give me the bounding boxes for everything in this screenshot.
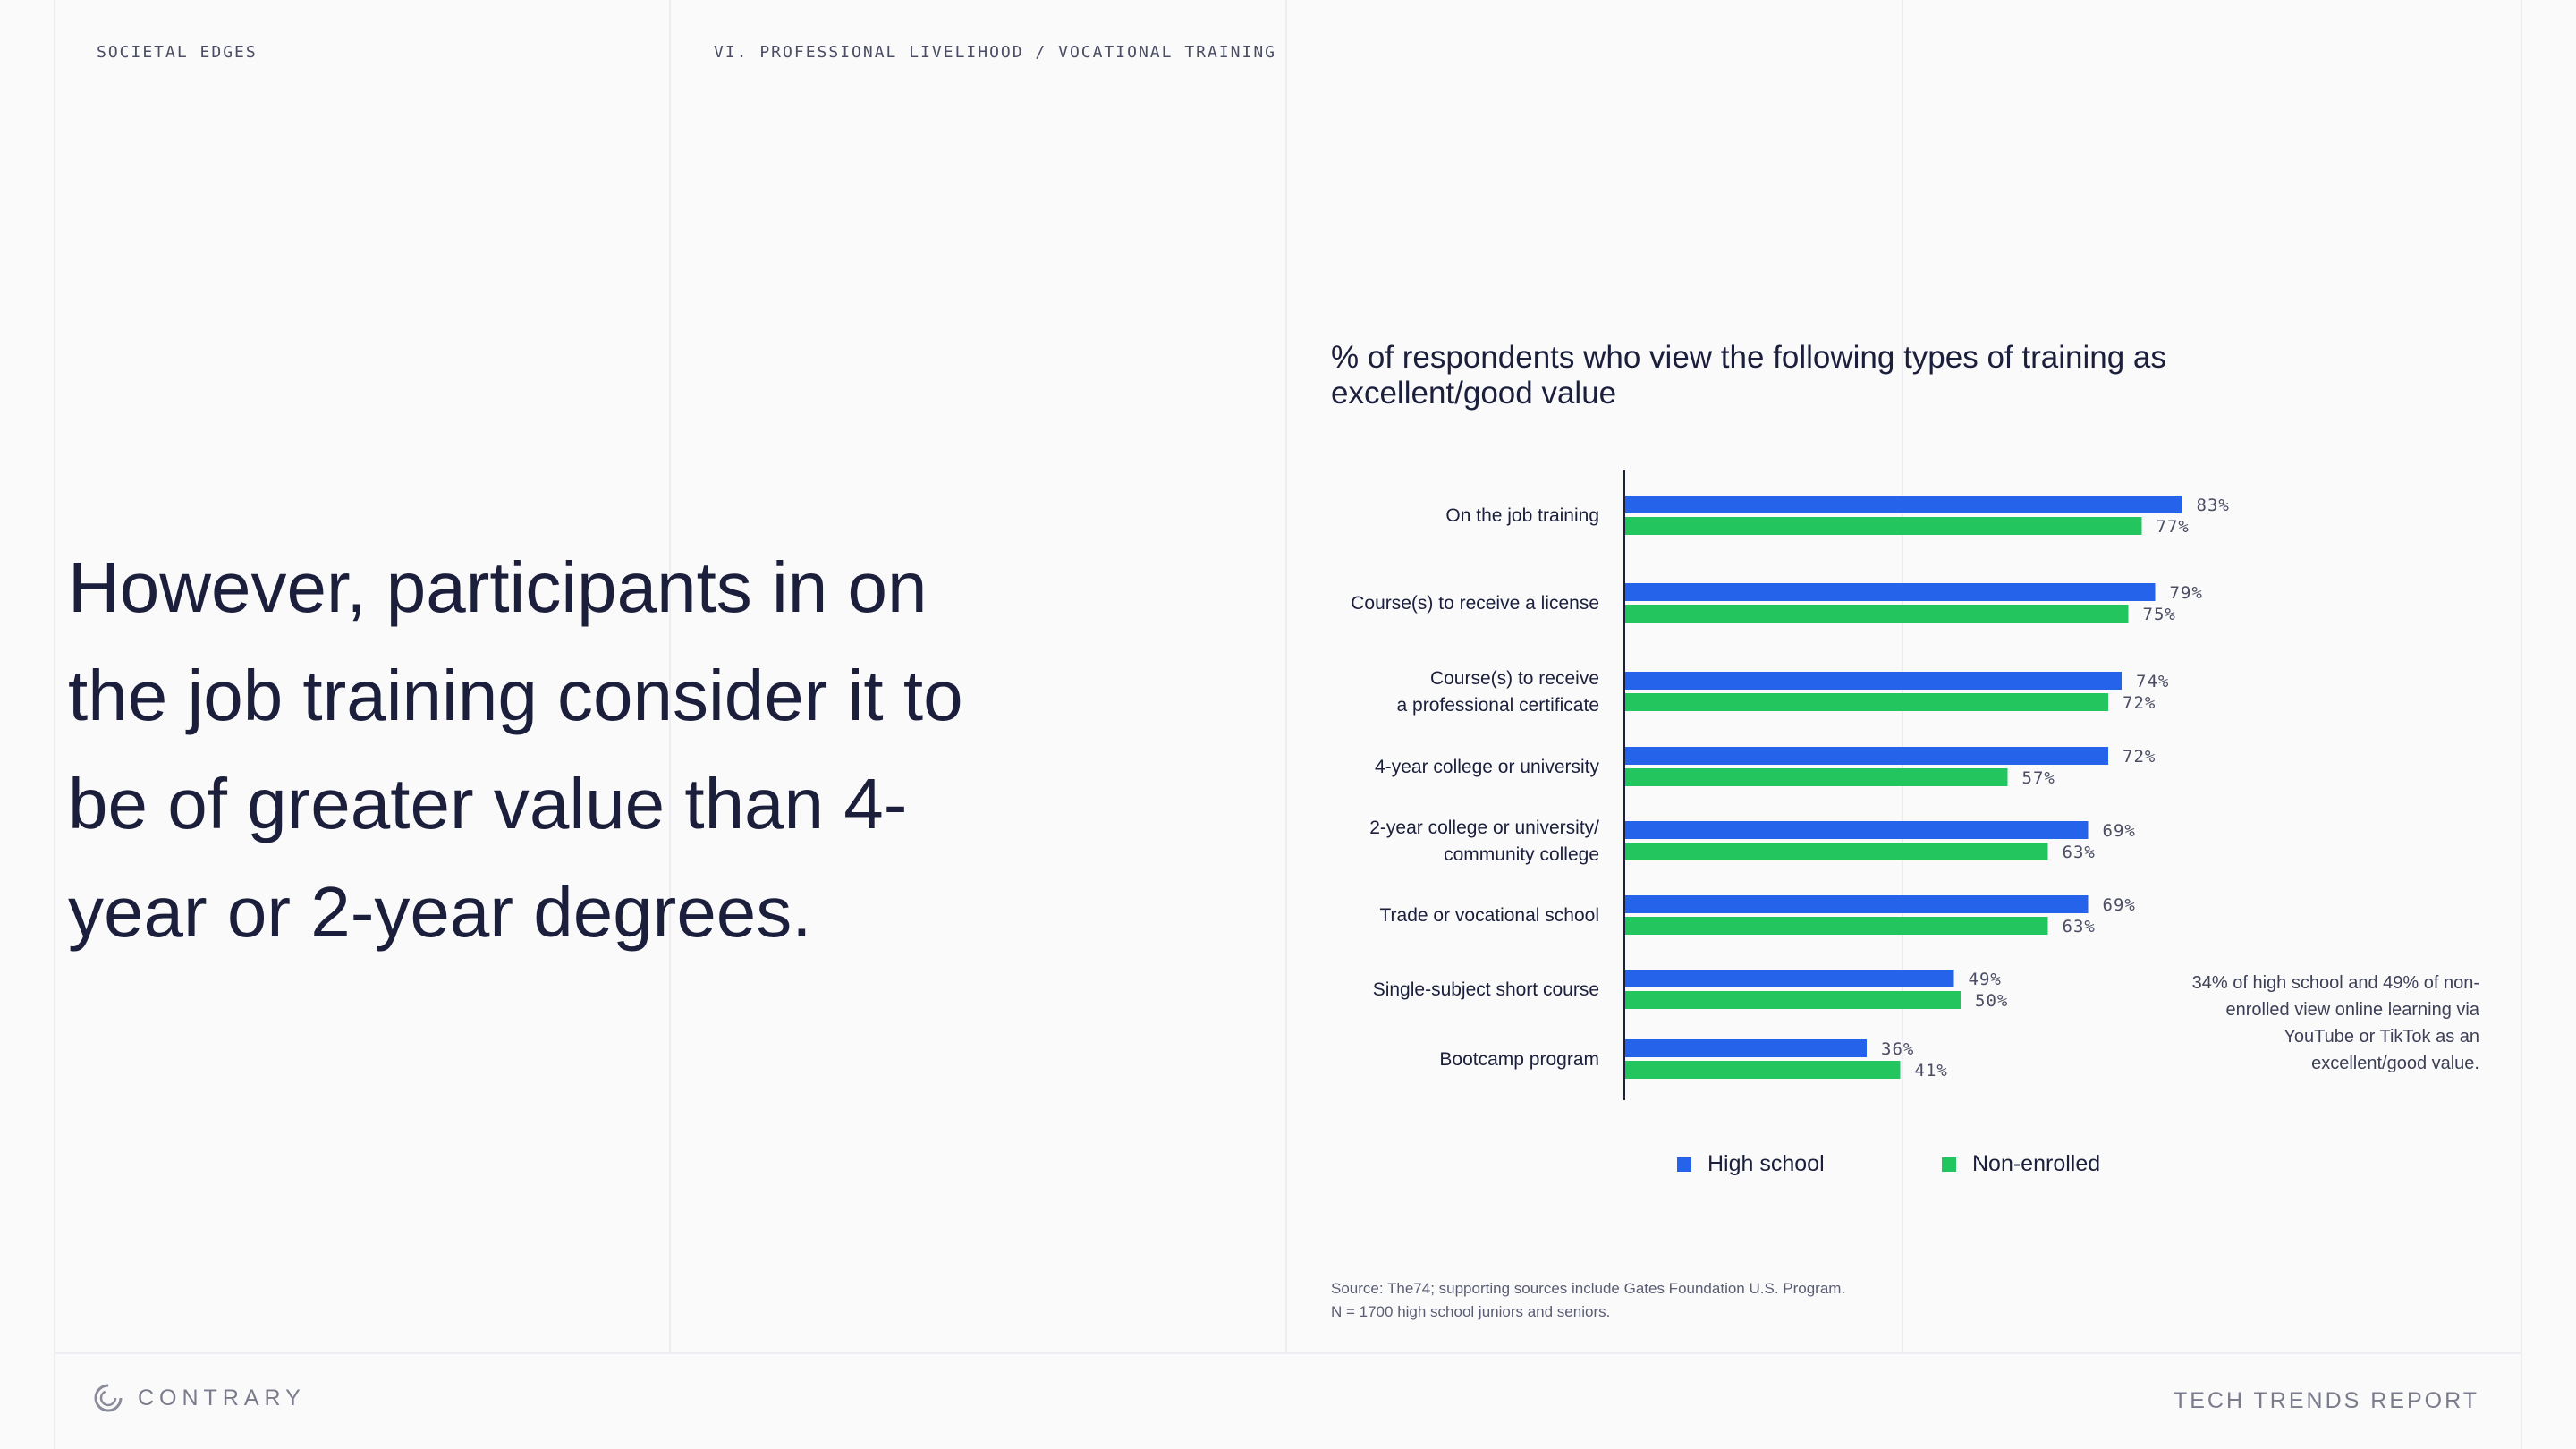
bar-non-enrolled bbox=[1625, 693, 2108, 711]
data-label: 72% bbox=[2123, 747, 2156, 767]
data-label: 77% bbox=[2157, 517, 2190, 537]
data-label: 75% bbox=[2143, 605, 2176, 624]
grid-line bbox=[669, 0, 671, 1352]
category-label: Single-subject short course bbox=[1373, 979, 1599, 1000]
bar-high-school bbox=[1625, 821, 2089, 839]
headline: However, participants in on the job trai… bbox=[68, 547, 963, 952]
data-label: 50% bbox=[1975, 991, 2008, 1011]
source-line: Source: The74; supporting sources includ… bbox=[1331, 1280, 1846, 1297]
bar-non-enrolled bbox=[1625, 917, 2048, 935]
bar-chart: On the job training 83% 77% Course(s) to re… bbox=[1351, 470, 2230, 1100]
data-label: 83% bbox=[2197, 496, 2230, 515]
category-label: On the job training bbox=[1445, 505, 1599, 526]
logo-text: CONTRARY bbox=[138, 1385, 306, 1411]
bar-non-enrolled bbox=[1625, 1061, 1901, 1079]
category-label: Bootcamp program bbox=[1439, 1049, 1599, 1070]
bar-non-enrolled bbox=[1625, 768, 2008, 786]
category-label: 4-year college or university bbox=[1375, 757, 1599, 777]
bar-high-school bbox=[1625, 496, 2182, 513]
data-label: 57% bbox=[2022, 768, 2055, 788]
bar-non-enrolled bbox=[1625, 517, 2142, 535]
bar-high-school bbox=[1625, 1039, 1867, 1057]
bar-high-school bbox=[1625, 747, 2108, 765]
chart-title: % of respondents who view the following … bbox=[1331, 340, 2166, 411]
grid-line bbox=[1285, 0, 1287, 1352]
legend-swatch-non-enrolled bbox=[1942, 1157, 1956, 1172]
footer-divider bbox=[54, 1352, 2522, 1354]
data-label: 36% bbox=[1881, 1039, 1914, 1059]
chart-annotation: 34% of high school and 49% of non-enroll… bbox=[2191, 973, 2479, 1073]
category-label: Course(s) to receive a professional certi… bbox=[1397, 668, 1599, 716]
legend-item-high-school: High school bbox=[1677, 1151, 1825, 1177]
data-label: 49% bbox=[1969, 970, 2002, 989]
bar-non-enrolled bbox=[1625, 991, 1961, 1009]
data-label: 79% bbox=[2170, 583, 2203, 603]
sample-size-line: N = 1700 high school juniors and seniors… bbox=[1331, 1303, 1611, 1320]
data-label: 72% bbox=[2123, 693, 2156, 713]
data-label: 69% bbox=[2103, 821, 2136, 841]
data-label: 69% bbox=[2103, 895, 2136, 915]
data-label: 41% bbox=[1915, 1061, 1948, 1080]
bar-high-school bbox=[1625, 895, 2089, 913]
data-label: 74% bbox=[2136, 672, 2169, 691]
contrary-logo-icon bbox=[94, 1384, 123, 1412]
contrary-logo: CONTRARY bbox=[93, 1383, 306, 1413]
section-label: SOCIETAL EDGES bbox=[97, 43, 258, 62]
legend-label-non-enrolled: Non-enrolled bbox=[1972, 1151, 2101, 1176]
bar-high-school bbox=[1625, 583, 2156, 601]
report-name: TECH TRENDS REPORT bbox=[2173, 1388, 2479, 1413]
source-note: Source: The74; supporting sources includ… bbox=[1331, 1277, 1845, 1324]
category-label: Trade or vocational school bbox=[1379, 905, 1599, 926]
grid-line-right bbox=[2521, 0, 2522, 1449]
data-label: 63% bbox=[2063, 843, 2096, 862]
data-label: 63% bbox=[2063, 917, 2096, 936]
legend-label-high-school: High school bbox=[1707, 1151, 1825, 1176]
legend-item-non-enrolled: Non-enrolled bbox=[1942, 1151, 2100, 1177]
bar-non-enrolled bbox=[1625, 605, 2129, 623]
category-label: 2-year college or university/community c… bbox=[1369, 818, 1599, 865]
bar-high-school bbox=[1625, 970, 1954, 987]
bar-high-school bbox=[1625, 672, 2122, 690]
grid-line-left bbox=[54, 0, 55, 1449]
category-label: Course(s) to receive a license bbox=[1351, 593, 1599, 614]
breadcrumb: VI. PROFESSIONAL LIVELIHOOD / VOCATIONAL… bbox=[714, 43, 1277, 62]
bar-non-enrolled bbox=[1625, 843, 2048, 860]
legend-swatch-high-school bbox=[1677, 1157, 1691, 1172]
